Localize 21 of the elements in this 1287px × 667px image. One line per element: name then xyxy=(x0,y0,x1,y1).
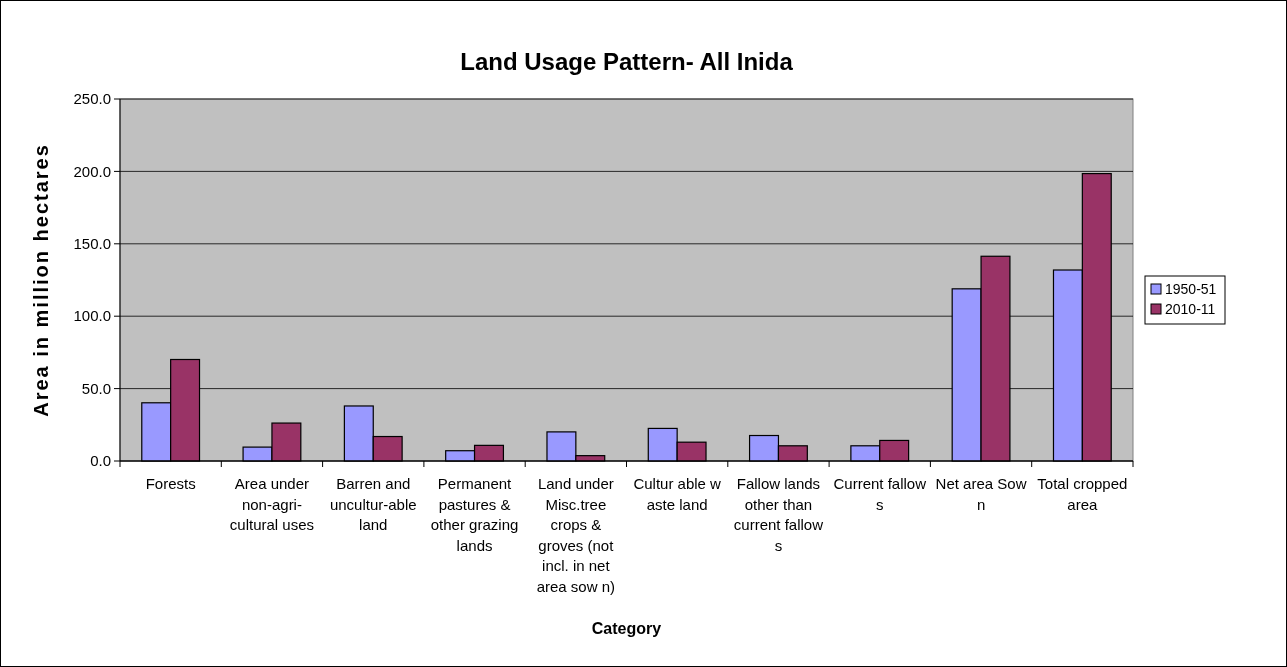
legend-label: 1950-51 xyxy=(1165,280,1217,297)
y-tick-label: 100.0 xyxy=(73,307,111,325)
chart-title: Land Usage Pattern- All Inida xyxy=(460,48,794,75)
y-tick-label: 50.0 xyxy=(81,379,111,397)
legend-label: 2010-11 xyxy=(1165,300,1216,317)
x-tick-label: Forests xyxy=(145,475,196,492)
x-tick-label: Barren and uncultur-able land xyxy=(329,475,417,533)
x-tick-label: Area under non-agri-cultural uses xyxy=(229,475,315,533)
x-tick-label: Net area Sow n xyxy=(935,475,1027,513)
y-tick-label: 200.0 xyxy=(73,162,111,180)
x-axis-title: Category xyxy=(591,620,662,637)
x-tick-label: Total cropped area xyxy=(1037,475,1128,513)
x-tick-label: Current fallow s xyxy=(833,475,927,513)
y-tick-label: 150.0 xyxy=(73,235,111,253)
y-tick-label: 250.0 xyxy=(73,90,111,108)
x-tick-label: Fallow lands other than current fallow s xyxy=(733,475,824,554)
x-tick-label: Cultur able w aste land xyxy=(633,475,722,513)
y-tick-label: 0.0 xyxy=(90,452,111,470)
x-tick-label: Land under Misc.tree crops & groves (not incl. in net area sow n) xyxy=(536,475,616,595)
y-axis-title: Area in million hectares xyxy=(30,143,52,417)
x-tick-label: Permanent pastures & other grazing lands xyxy=(430,475,519,554)
